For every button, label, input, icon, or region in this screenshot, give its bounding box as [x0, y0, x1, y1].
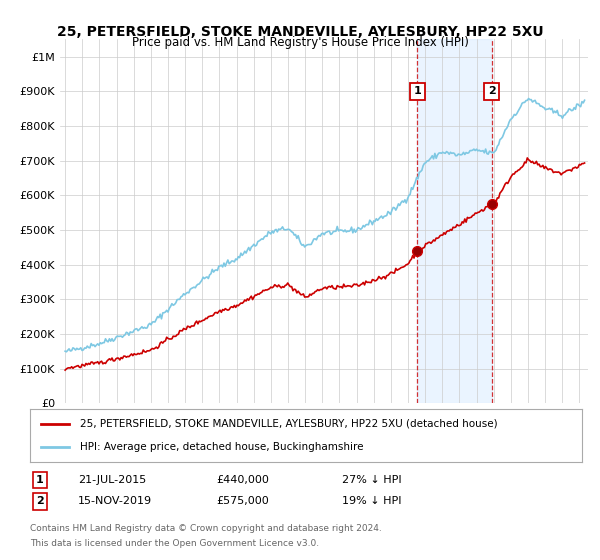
Text: 21-JUL-2015: 21-JUL-2015 — [78, 475, 146, 485]
Text: This data is licensed under the Open Government Licence v3.0.: This data is licensed under the Open Gov… — [30, 539, 319, 548]
Bar — [418, 39, 491, 403]
Text: 15-NOV-2019: 15-NOV-2019 — [78, 496, 152, 506]
Text: 25, PETERSFIELD, STOKE MANDEVILLE, AYLESBURY, HP22 5XU: 25, PETERSFIELD, STOKE MANDEVILLE, AYLES… — [56, 25, 544, 39]
Text: HPI: Average price, detached house, Buckinghamshire: HPI: Average price, detached house, Buck… — [80, 442, 363, 452]
Text: 2: 2 — [488, 86, 496, 96]
Text: £575,000: £575,000 — [216, 496, 269, 506]
Text: 19% ↓ HPI: 19% ↓ HPI — [342, 496, 401, 506]
Text: Contains HM Land Registry data © Crown copyright and database right 2024.: Contains HM Land Registry data © Crown c… — [30, 524, 382, 533]
Text: 27% ↓ HPI: 27% ↓ HPI — [342, 475, 401, 485]
Text: 1: 1 — [36, 475, 44, 485]
Text: £440,000: £440,000 — [216, 475, 269, 485]
Text: 1: 1 — [413, 86, 421, 96]
Text: 25, PETERSFIELD, STOKE MANDEVILLE, AYLESBURY, HP22 5XU (detached house): 25, PETERSFIELD, STOKE MANDEVILLE, AYLES… — [80, 419, 497, 429]
Text: Price paid vs. HM Land Registry's House Price Index (HPI): Price paid vs. HM Land Registry's House … — [131, 36, 469, 49]
Text: 2: 2 — [36, 496, 44, 506]
